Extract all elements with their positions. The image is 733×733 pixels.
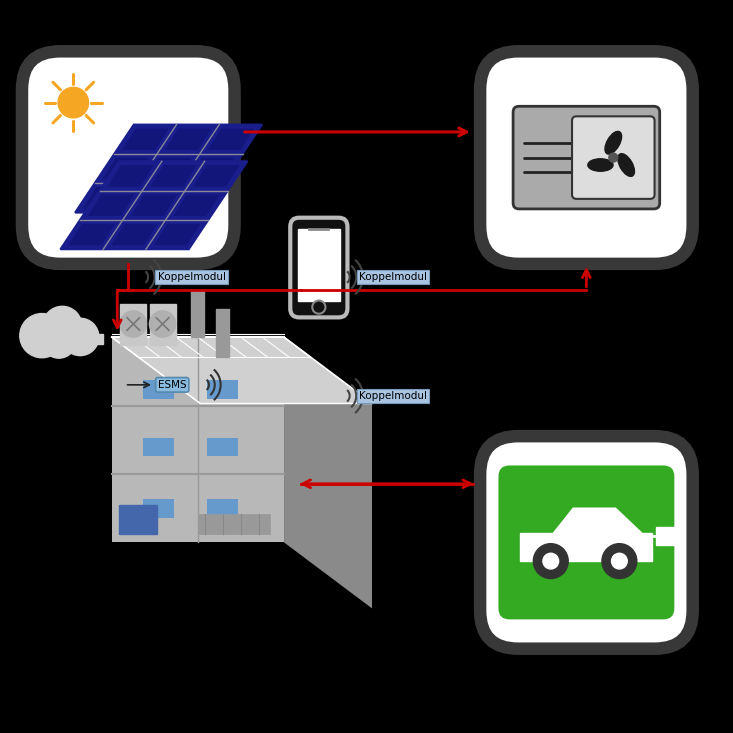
Circle shape [609,153,618,162]
FancyBboxPatch shape [480,436,693,649]
Polygon shape [520,533,652,561]
Polygon shape [284,337,372,608]
Bar [120,304,147,345]
Circle shape [312,301,325,314]
Text: Koppelmodul: Koppelmodul [359,272,427,282]
Polygon shape [89,195,133,216]
Bar [143,438,174,456]
Circle shape [58,87,89,118]
Circle shape [120,311,147,337]
Bar [143,499,174,517]
Bar [150,304,175,345]
Polygon shape [166,129,210,150]
Polygon shape [123,129,168,150]
Ellipse shape [588,159,613,172]
Polygon shape [60,161,247,249]
Bar [207,499,237,517]
Circle shape [543,553,559,569]
Polygon shape [151,166,196,186]
Polygon shape [169,188,214,208]
Polygon shape [127,188,172,208]
Polygon shape [69,224,114,245]
Circle shape [611,553,627,569]
FancyBboxPatch shape [480,51,693,264]
Polygon shape [131,195,177,216]
Circle shape [20,314,64,358]
FancyBboxPatch shape [22,51,235,264]
Polygon shape [194,166,239,186]
Bar [143,380,174,399]
Polygon shape [112,337,284,542]
Bar [191,290,204,337]
Bar [298,229,340,301]
FancyBboxPatch shape [290,218,347,317]
Polygon shape [108,166,153,186]
Circle shape [534,544,568,578]
Circle shape [55,316,85,346]
FancyBboxPatch shape [498,465,674,619]
Polygon shape [189,158,234,179]
Circle shape [62,318,99,356]
Text: ESMS: ESMS [158,380,187,390]
Polygon shape [112,337,372,403]
Bar [656,528,677,545]
Ellipse shape [618,154,635,177]
Polygon shape [103,158,148,179]
Polygon shape [75,125,262,213]
Polygon shape [112,224,157,245]
Polygon shape [174,195,219,216]
Bar [22,334,103,344]
Bar [198,514,270,534]
Bar [216,309,229,357]
Ellipse shape [605,131,622,154]
Bar [207,380,237,399]
Circle shape [602,544,637,578]
Polygon shape [146,158,191,179]
FancyBboxPatch shape [572,117,655,199]
Circle shape [150,311,176,337]
Bar [207,438,237,456]
Circle shape [42,324,76,358]
Polygon shape [553,508,642,533]
Polygon shape [84,188,129,208]
Circle shape [43,306,82,345]
Text: Koppelmodul: Koppelmodul [158,272,226,282]
FancyBboxPatch shape [513,106,660,209]
Text: Koppelmodul: Koppelmodul [359,391,427,401]
Polygon shape [208,129,254,150]
Bar [119,506,157,534]
Polygon shape [155,224,199,245]
